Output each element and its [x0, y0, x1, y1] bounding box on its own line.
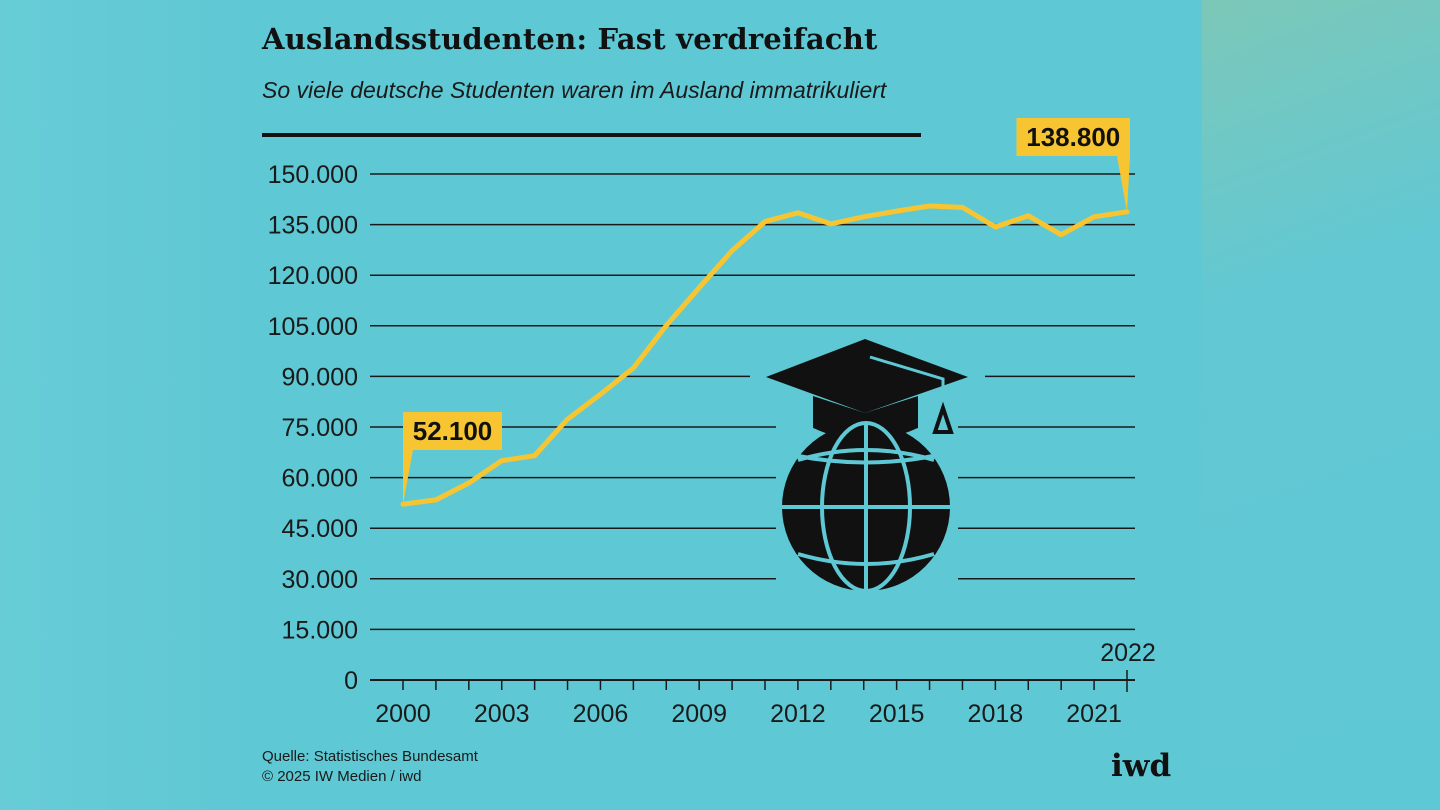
gridlines: [370, 173, 1135, 631]
callout-box: [1016, 118, 1130, 156]
y-axis-ticks: 0 15.000 30.000 45.000 60.000 75.000 90.000 105…: [268, 161, 358, 695]
iwd-logo: iwd: [1111, 748, 1172, 784]
background-right: [1202, 0, 1440, 810]
y-tick-label: 45.000: [282, 515, 358, 543]
source-text: Quelle: Statistisches Bundesamt: [262, 748, 478, 765]
y-tick-label: 120.000: [268, 262, 358, 290]
y-tick-label: 60.000: [282, 465, 358, 493]
y-tick-label: 150.000: [268, 161, 358, 189]
infographic-card: Auslandsstudenten: Fast verdreifacht So …: [238, 0, 1202, 810]
y-tick-label: 0: [344, 667, 358, 695]
x-tick-label: 2021: [1066, 700, 1122, 728]
data-annotations: 52.100 138.800: [403, 118, 1130, 505]
y-tick-label: 105.000: [268, 313, 358, 341]
title-rule: [262, 133, 921, 137]
callout-label: 138.800: [1026, 122, 1120, 152]
x-axis: 2000 2003 2006 2009 2012 2015 2018 2021 2022: [370, 639, 1156, 728]
callout-box: [403, 412, 502, 450]
graduation-cap-globe-icon: [750, 339, 985, 593]
callout-pointer: [403, 450, 413, 505]
y-tick-label: 15.000: [282, 616, 358, 644]
x-tick-label: 2012: [770, 700, 826, 728]
background-left: [0, 0, 238, 810]
x-tick-label: 2018: [968, 700, 1024, 728]
source-note: Quelle: Statistisches Bundesamt © 2025 I…: [262, 747, 478, 787]
value-callout: 52.100: [403, 412, 502, 505]
series-line: [400, 203, 1130, 507]
x-tick-label: 2003: [474, 700, 530, 728]
chart-title: Auslandsstudenten: Fast verdreifacht: [262, 22, 878, 56]
chart-subtitle: So viele deutsche Studenten waren im Aus…: [262, 77, 887, 103]
x-tick-label: 2000: [375, 700, 431, 728]
y-tick-label: 75.000: [282, 414, 358, 442]
x-tick-label: 2009: [671, 700, 727, 728]
value-callout: 138.800: [1016, 118, 1130, 212]
y-tick-label: 135.000: [268, 212, 358, 240]
callout-label: 52.100: [413, 416, 493, 446]
x-tick-label: 2015: [869, 700, 925, 728]
line-chart: 0 15.000 30.000 45.000 60.000 75.000 90.000 105…: [268, 118, 1156, 728]
x-tick-label: 2006: [573, 700, 629, 728]
callout-pointer: [1117, 156, 1130, 212]
x-last-year-label: 2022: [1100, 639, 1156, 667]
copyright-text: © 2025 IW Medien / iwd: [262, 768, 422, 785]
y-tick-label: 90.000: [282, 363, 358, 391]
y-tick-label: 30.000: [282, 566, 358, 594]
